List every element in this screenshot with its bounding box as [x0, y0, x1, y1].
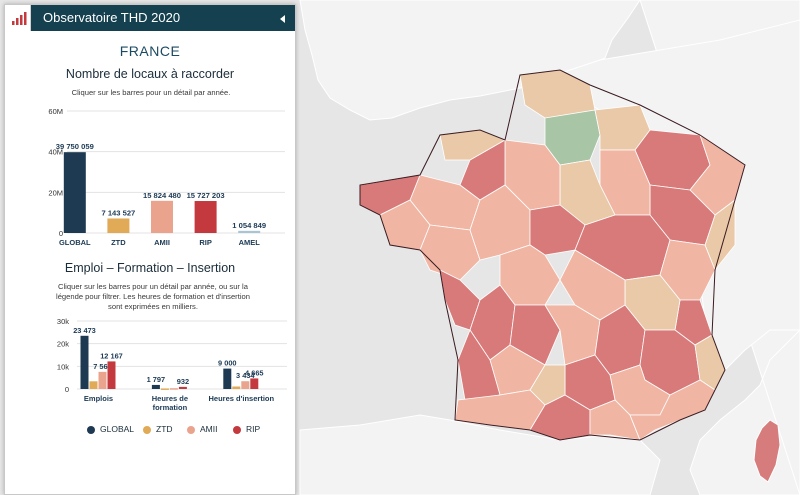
- chart-legend: GLOBAL ZTD AMII RIP: [5, 423, 295, 437]
- legend-dot-ztd: [143, 426, 151, 434]
- department[interactable]: [509, 304, 561, 366]
- x-tick-label: Heures d'insertion: [209, 394, 275, 403]
- y-tick-label: 20k: [57, 340, 69, 349]
- bar-global[interactable]: [223, 368, 232, 389]
- data-label: 932: [177, 377, 189, 386]
- x-tick-label: GLOBAL: [59, 238, 91, 247]
- bar-ztd[interactable]: [107, 218, 130, 233]
- x-tick-label: Emplois: [84, 394, 113, 403]
- data-label: 15 824 480: [143, 191, 181, 200]
- legend-label-ztd: ZTD: [156, 424, 173, 434]
- land-spain: [299, 414, 661, 495]
- panel-header: Observatoire THD 2020: [5, 5, 295, 31]
- legend-label-rip: RIP: [246, 424, 261, 434]
- bar-global[interactable]: [80, 335, 89, 389]
- corsica[interactable]: [753, 419, 781, 483]
- france-outline: [359, 69, 746, 441]
- y-tick-label: 30k: [57, 317, 69, 326]
- x-tick-label: Heures de: [152, 394, 188, 403]
- bar-rip[interactable]: [194, 201, 217, 233]
- legend-dot-rip: [233, 426, 241, 434]
- panel-body: FRANCE Nombre de locaux à raccorder Cliq…: [5, 31, 295, 494]
- panel-title: Observatoire THD 2020: [43, 10, 181, 25]
- y-tick-label: 40M: [48, 148, 63, 157]
- legend-label-amii: AMII: [200, 424, 218, 434]
- x-tick-label: RIP: [199, 238, 212, 247]
- bar-amii[interactable]: [241, 381, 250, 389]
- bar-ztd[interactable]: [160, 388, 169, 390]
- legend-label-global: GLOBAL: [100, 424, 135, 434]
- bar-amii[interactable]: [151, 200, 173, 233]
- caret-left-icon: [280, 15, 285, 23]
- land-uk: [299, 0, 641, 121]
- stats-panel: Observatoire THD 2020 FRANCE Nombre de l…: [4, 4, 296, 495]
- emploi-hint: Cliquer sur les barres pour un détail pa…: [56, 282, 250, 311]
- collapse-button[interactable]: [277, 12, 289, 24]
- bar-rip[interactable]: [178, 386, 187, 389]
- x-tick-label-cont: formation: [153, 403, 188, 412]
- bar-amii[interactable]: [169, 388, 178, 390]
- locaux-hint: Cliquer sur les barres pour un détail pa…: [71, 88, 231, 97]
- logo: [5, 5, 31, 31]
- bar-rip[interactable]: [107, 361, 116, 389]
- country-title: FRANCE: [119, 43, 181, 59]
- bar-global[interactable]: [63, 152, 86, 233]
- data-label: 7 564: [93, 362, 112, 371]
- bar-amii[interactable]: [98, 371, 107, 389]
- locaux-chart[interactable]: 0 20M 40M 60M 39 750 059 GLOBAL 7 143 527 ZTD 15…: [5, 101, 295, 251]
- legend-dot-global: [87, 426, 95, 434]
- x-tick-label: ZTD: [111, 238, 126, 247]
- locaux-title: Nombre de locaux à raccorder: [65, 67, 235, 81]
- data-label: 1 054 849: [232, 221, 266, 230]
- bar-amel[interactable]: [238, 230, 261, 233]
- data-label: 7 143 527: [102, 208, 136, 217]
- data-label: 1 797: [147, 375, 166, 384]
- x-tick-label: AMII: [154, 238, 170, 247]
- bar-ztd[interactable]: [232, 386, 241, 389]
- data-label: 23 473: [73, 326, 96, 335]
- bar-rip[interactable]: [250, 378, 259, 389]
- data-label: 4 665: [245, 368, 264, 377]
- data-label: 3 434: [236, 371, 255, 380]
- y-tick-label: 10k: [57, 362, 69, 371]
- data-label: 12 167: [100, 351, 123, 360]
- signal-icon: [12, 12, 27, 25]
- y-tick-label: 0: [65, 385, 69, 394]
- france-departments[interactable]: [359, 69, 746, 441]
- x-tick-label: AMEL: [239, 238, 261, 247]
- emploi-chart[interactable]: 0 10k 20k 30k 23 473 7 564 12 167 Emplois 1 797 9…: [5, 311, 295, 423]
- y-tick-label: 20M: [48, 188, 63, 197]
- data-label: 15 727 203: [187, 191, 225, 200]
- emploi-title: Emploi – Formation – Insertion: [64, 261, 236, 275]
- y-tick-label: 60M: [48, 107, 63, 116]
- y-tick-label: 0: [59, 229, 63, 238]
- bar-ztd[interactable]: [89, 381, 98, 389]
- data-label: 9 000: [218, 359, 237, 368]
- bar-global[interactable]: [151, 384, 160, 389]
- legend-dot-amii: [187, 426, 195, 434]
- data-label: 39 750 059: [56, 142, 94, 151]
